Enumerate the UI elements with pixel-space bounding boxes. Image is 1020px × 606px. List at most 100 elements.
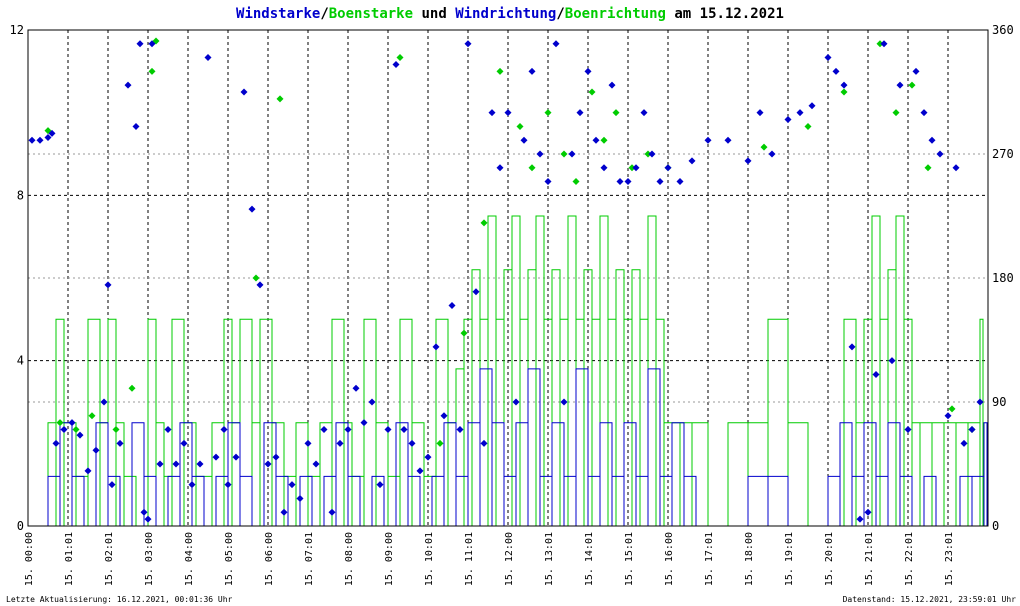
wind_direction-point (464, 40, 472, 48)
grid (28, 30, 988, 526)
gust_direction-point (252, 274, 260, 282)
x-tick-label: 15. 23:01 (944, 532, 955, 586)
x-tick-label: 15. 16:00 (664, 532, 675, 586)
wind_direction-point (856, 515, 864, 523)
wind_direction-point (768, 150, 776, 158)
wind_direction-point (632, 164, 640, 172)
wind_direction-point (440, 412, 448, 420)
wind_direction-point (920, 109, 928, 117)
footer-data-state: Datenstand: 15.12.2021, 23:59:01 Uhr (843, 595, 1017, 604)
wind_direction-point (676, 178, 684, 186)
wind_direction-point (400, 426, 408, 434)
wind_direction-point (140, 508, 148, 516)
wind_direction-point (936, 150, 944, 158)
wind_direction-point (344, 426, 352, 434)
wind_direction-point (100, 398, 108, 406)
wind_direction-point (148, 40, 156, 48)
wind_direction-point (536, 150, 544, 158)
wind_direction-point (872, 370, 880, 378)
x-tick-label: 15. 06:00 (264, 532, 275, 586)
wind_direction-point (196, 460, 204, 468)
wind_direction-point (240, 88, 248, 96)
axes: 15. 00:00 15. 01:01 15. 02:01 15. 03:00 15. … (10, 23, 1014, 586)
wind_direction-point (960, 439, 968, 447)
wind_direction-point (688, 157, 696, 165)
wind_direction-point (584, 67, 592, 75)
gust_direction-point (276, 95, 284, 103)
y-right-tick-label: 90 (992, 395, 1006, 409)
wind_direction-point (568, 150, 576, 158)
gust_speed-line (47, 215, 984, 527)
wind_direction-point (52, 439, 60, 447)
y-left-tick-label: 8 (17, 188, 24, 202)
gust_direction-point (628, 164, 636, 172)
gust_direction-point (840, 88, 848, 96)
y-right-tick-label: 270 (992, 147, 1014, 161)
gust_direction-point (516, 122, 524, 130)
wind_direction-point (304, 439, 312, 447)
gust_direction-point (600, 136, 608, 144)
x-tick-label: 15. 19:01 (784, 532, 795, 586)
gust_direction-point (148, 67, 156, 75)
gust_direction-point (436, 439, 444, 447)
x-tick-label: 15. 08:00 (344, 532, 355, 586)
wind_direction-point (904, 426, 912, 434)
wind_direction-point (912, 67, 920, 75)
wind_direction-point (164, 426, 172, 434)
wind_direction-point (108, 481, 116, 489)
wind_direction-point (576, 109, 584, 117)
wind_direction-point (328, 508, 336, 516)
x-tick-label: 15. 09:00 (384, 532, 395, 586)
wind_direction-point (144, 515, 152, 523)
title-sep2: / (556, 6, 564, 22)
wind_direction-point (124, 81, 132, 89)
x-tick-label: 15. 21:01 (864, 532, 875, 586)
wind_direction-point (224, 481, 232, 489)
wind_direction-point (664, 164, 672, 172)
wind_direction-point (272, 453, 280, 461)
wind_direction-point (496, 164, 504, 172)
wind_direction-point (616, 178, 624, 186)
series (28, 37, 988, 527)
title-und: und (413, 6, 455, 22)
gust_direction-point (908, 81, 916, 89)
y-right-tick-label: 360 (992, 23, 1014, 37)
gust_direction-point (644, 150, 652, 158)
wind_direction-point (624, 178, 632, 186)
wind_direction-point (204, 54, 212, 62)
x-tick-label: 15. 03:00 (144, 532, 155, 586)
wind_direction-point (944, 412, 952, 420)
wind_direction-point (968, 426, 976, 434)
wind_direction-point (840, 81, 848, 89)
x-tick-label: 15. 17:01 (704, 532, 715, 586)
gust_direction-point (572, 178, 580, 186)
wind_direction-point (132, 122, 140, 130)
wind_direction-point (880, 40, 888, 48)
x-tick-label: 15. 22:01 (904, 532, 915, 586)
wind_direction-point (848, 343, 856, 351)
wind_direction-point (544, 178, 552, 186)
wind_direction-point (928, 136, 936, 144)
wind_direction-point (60, 426, 68, 434)
wind_direction-point (312, 460, 320, 468)
gust_direction-point (588, 88, 596, 96)
y-left-tick-label: 4 (17, 354, 24, 368)
title-date: am 15.12.2021 (666, 6, 784, 22)
x-tick-label: 15. 15:01 (624, 532, 635, 586)
x-tick-label: 15. 14:01 (584, 532, 595, 586)
y-right-tick-label: 180 (992, 271, 1014, 285)
x-tick-label: 15. 12:00 (504, 532, 515, 586)
wind_direction-point (44, 133, 52, 141)
wind_direction-point (864, 508, 872, 516)
wind_direction-point (756, 109, 764, 117)
wind_direction-point (232, 453, 240, 461)
wind_direction-point (384, 426, 392, 434)
wind_direction-point (432, 343, 440, 351)
wind_direction-point (156, 460, 164, 468)
wind_direction-point (368, 398, 376, 406)
title-gust: Boenstarke (329, 6, 413, 22)
wind_direction-point (796, 109, 804, 117)
wind_direction-point (528, 67, 536, 75)
wind_direction-point (808, 102, 816, 110)
